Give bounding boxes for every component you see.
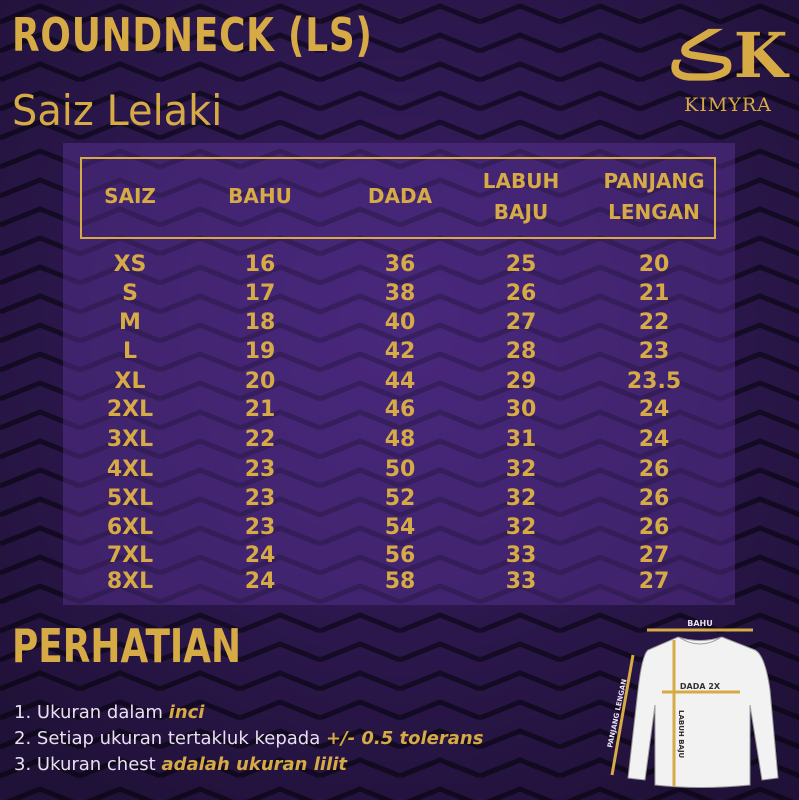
note-1: 1. Ukuran dalam inci [14,702,205,723]
table-cell: XS [113,252,147,277]
note-2: 2. Setiap ukuran tertakluk kepada +/- 0.… [14,728,484,749]
table-cell: 32 [505,515,537,540]
table-cell: 26 [638,515,670,540]
table-cell: 44 [384,369,416,394]
table-cell: 29 [505,369,537,394]
table-cell: 56 [384,543,416,568]
table-cell: 26 [505,281,537,306]
column-header: LENGAN [608,200,700,224]
table-cell: 22 [244,427,276,452]
dada-label: DADA 2X [680,682,721,691]
table-cell: 23 [244,515,276,540]
table-cell: 6XL [106,515,154,540]
table-cell: 52 [384,486,416,511]
table-cell: 46 [384,397,416,422]
table-cell: 2XL [106,397,154,422]
table-cell: 22 [638,310,670,335]
table-cell: 17 [244,281,276,306]
table-cell: S [122,281,138,306]
page-title: ROUNDNECK (LS) [12,8,373,62]
table-cell: 27 [638,569,670,594]
size-table-panel [63,143,735,605]
table-cell: 36 [384,252,416,277]
note-3: 3. Ukuran chest adalah ukuran lilit [14,754,348,775]
table-cell: 23 [244,486,276,511]
shirt-measurement-diagram: BAHU DADA 2X LABUH BAJU PANJANG LENGAN [606,619,779,788]
table-cell: 21 [244,397,276,422]
table-cell: 40 [384,310,416,335]
notes-title: PERHATIAN [12,619,242,673]
table-cell: 3XL [106,427,154,452]
table-cell: L [122,339,138,364]
table-cell: 23 [638,339,670,364]
table-header-box [80,157,716,239]
brand-name: KIMYRA [684,94,772,116]
table-cell: 28 [505,339,537,364]
table-cell: 23.5 [626,369,682,394]
column-header: PANJANG [603,169,705,193]
table-cell: 4XL [106,457,154,482]
table-cell: 21 [638,281,670,306]
table-cell: 24 [638,427,670,452]
table-cell: 58 [384,569,416,594]
table-cell: M [119,310,141,335]
table-cell: 5XL [106,486,154,511]
bahu-label: BAHU [687,619,712,628]
table-cell: 32 [505,486,537,511]
column-header: BAHU [228,184,292,208]
table-cell: 54 [384,515,416,540]
table-cell: 8XL [106,569,154,594]
table-cell: 16 [244,252,276,277]
table-cell: 30 [505,397,537,422]
column-header: BAJU [493,200,549,224]
brand-logo: ڪK KIMYRA [668,18,788,123]
table-cell: 33 [505,543,537,568]
table-cell: 7XL [106,543,154,568]
column-header: SAIZ [104,184,156,208]
table-cell: 24 [244,543,276,568]
table-cell: 23 [244,457,276,482]
labuh-label: LABUH BAJU [677,710,685,759]
table-cell: 27 [505,310,537,335]
shirt-icon [627,636,779,788]
table-cell: XL [114,369,146,394]
table-cell: 33 [505,569,537,594]
table-cell: 42 [384,339,416,364]
column-header: LABUH [482,169,560,193]
table-cell: 32 [505,457,537,482]
table-cell: 31 [505,427,537,452]
table-cell: 18 [244,310,276,335]
table-cell: 25 [505,252,537,277]
table-cell: 38 [384,281,416,306]
column-header: DADA [367,184,433,208]
table-cell: 26 [638,486,670,511]
table-cell: 50 [384,457,416,482]
page-subtitle: Saiz Lelaki [12,86,223,135]
table-cell: 27 [638,543,670,568]
table-cell: 26 [638,457,670,482]
table-cell: 24 [244,569,276,594]
table-cell: 20 [244,369,276,394]
brand-mark-icon: ڪK [668,19,788,92]
table-cell: 24 [638,397,670,422]
table-cell: 20 [638,252,670,277]
lengan-line [610,654,635,776]
table-cell: 48 [384,427,416,452]
table-cell: 19 [244,339,276,364]
